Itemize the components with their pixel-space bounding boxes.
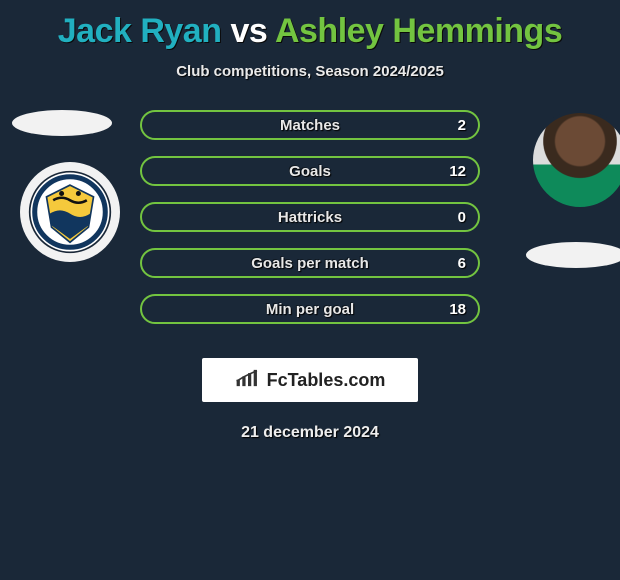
player1-shadow-ellipse xyxy=(12,110,112,136)
stat-label: Min per goal xyxy=(142,296,478,322)
player2-shadow-ellipse xyxy=(526,242,620,268)
stat-bar-goals-per-match: Goals per match 6 xyxy=(140,248,480,278)
comparison-title: Jack Ryan vs Ashley Hemmings xyxy=(0,0,620,51)
player2-name: Ashley Hemmings xyxy=(275,12,562,50)
stat-bar-goals: Goals 12 xyxy=(140,156,480,186)
stat-value: 6 xyxy=(458,250,466,276)
stat-bars: Matches 2 Goals 12 Hattricks 0 Goals per… xyxy=(140,110,480,340)
stat-bar-matches: Matches 2 xyxy=(140,110,480,140)
date-text: 21 december 2024 xyxy=(0,424,620,442)
chart-icon xyxy=(235,368,261,393)
player2-avatar xyxy=(530,110,620,210)
stat-label: Matches xyxy=(142,112,478,138)
stat-label: Goals xyxy=(142,158,478,184)
subtitle: Club competitions, Season 2024/2025 xyxy=(0,63,620,80)
player1-avatar xyxy=(20,162,120,262)
brand-badge: FcTables.com xyxy=(202,358,418,402)
stat-label: Hattricks xyxy=(142,204,478,230)
vs-separator: vs xyxy=(230,12,267,50)
stat-value: 2 xyxy=(458,112,466,138)
player1-name: Jack Ryan xyxy=(58,12,222,50)
stat-bar-hattricks: Hattricks 0 xyxy=(140,202,480,232)
stat-value: 0 xyxy=(458,204,466,230)
stat-value: 18 xyxy=(449,296,466,322)
stat-value: 12 xyxy=(449,158,466,184)
club-crest-icon xyxy=(20,162,120,262)
stat-bar-min-per-goal: Min per goal 18 xyxy=(140,294,480,324)
brand-text: FcTables.com xyxy=(267,370,386,391)
comparison-stage: Matches 2 Goals 12 Hattricks 0 Goals per… xyxy=(0,110,620,340)
stat-label: Goals per match xyxy=(142,250,478,276)
